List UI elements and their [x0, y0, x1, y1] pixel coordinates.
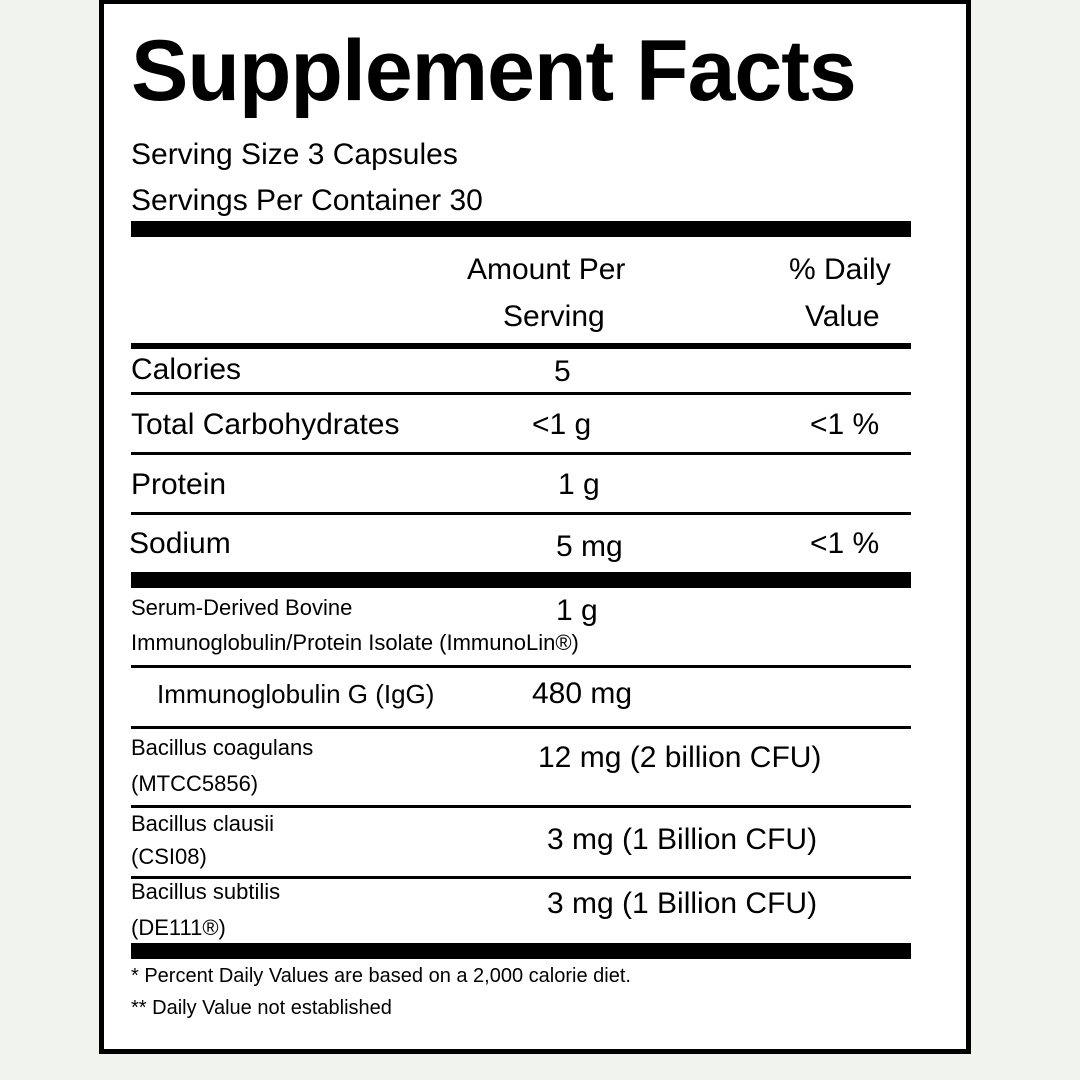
nutrient-amount: 1 g [558, 468, 600, 501]
serving-size: Serving Size 3 Capsules [131, 138, 458, 171]
ingredient-name-line2: (DE111®) [131, 915, 226, 940]
divider-thick [131, 943, 911, 959]
ingredient-amount: 3 mg (1 Billion CFU) [547, 823, 818, 856]
divider [131, 392, 911, 395]
ingredient-amount: 1 g [556, 594, 598, 627]
dv-header-line1: % Daily [789, 253, 891, 286]
amount-header-line2: Serving [503, 300, 605, 333]
ingredient-name: Bacillus coagulans [131, 735, 314, 760]
ingredient-name: Serum-Derived Bovine [131, 595, 353, 620]
divider [131, 452, 911, 455]
nutrient-dv: <1 % [810, 527, 880, 560]
ingredient-name-line2: Immunoglobulin/Protein Isolate (ImmunoLi… [131, 630, 579, 655]
divider-thick [131, 572, 911, 588]
servings-per-container: Servings Per Container 30 [131, 184, 483, 217]
nutrient-name: Total Carbohydrates [131, 408, 400, 441]
nutrient-amount: <1 g [532, 408, 592, 441]
ingredient-name: Immunoglobulin G (IgG) [157, 679, 435, 709]
divider [131, 665, 911, 668]
nutrient-name: Sodium [129, 527, 231, 560]
nutrient-name: Protein [131, 468, 227, 501]
divider [131, 876, 911, 879]
divider [131, 805, 911, 808]
divider-thick [131, 221, 911, 237]
nutrient-dv: <1 % [810, 408, 880, 441]
title: Supplement Facts [131, 23, 857, 119]
ingredient-amount: 3 mg (1 Billion CFU) [547, 887, 818, 920]
nutrient-amount: 5 mg [556, 530, 623, 563]
ingredient-name: Bacillus subtilis [131, 879, 281, 904]
ingredient-name-line2: (CSI08) [131, 844, 207, 869]
divider [131, 343, 911, 349]
ingredient-name: Bacillus clausii [131, 811, 275, 836]
ingredient-amount: 480 mg [532, 677, 633, 710]
ingredient-name-line2: (MTCC5856) [131, 771, 259, 796]
amount-header-line1: Amount Per [467, 253, 626, 286]
nutrient-amount: 5 [554, 355, 571, 388]
divider [131, 726, 911, 729]
divider [131, 512, 911, 515]
footnote: * Percent Daily Values are based on a 2,… [131, 965, 631, 987]
nutrient-name: Calories [131, 353, 242, 386]
ingredient-amount: 12 mg (2 billion CFU) [538, 741, 822, 774]
footnote: ** Daily Value not established [131, 997, 392, 1019]
dv-header-line2: Value [805, 300, 880, 333]
